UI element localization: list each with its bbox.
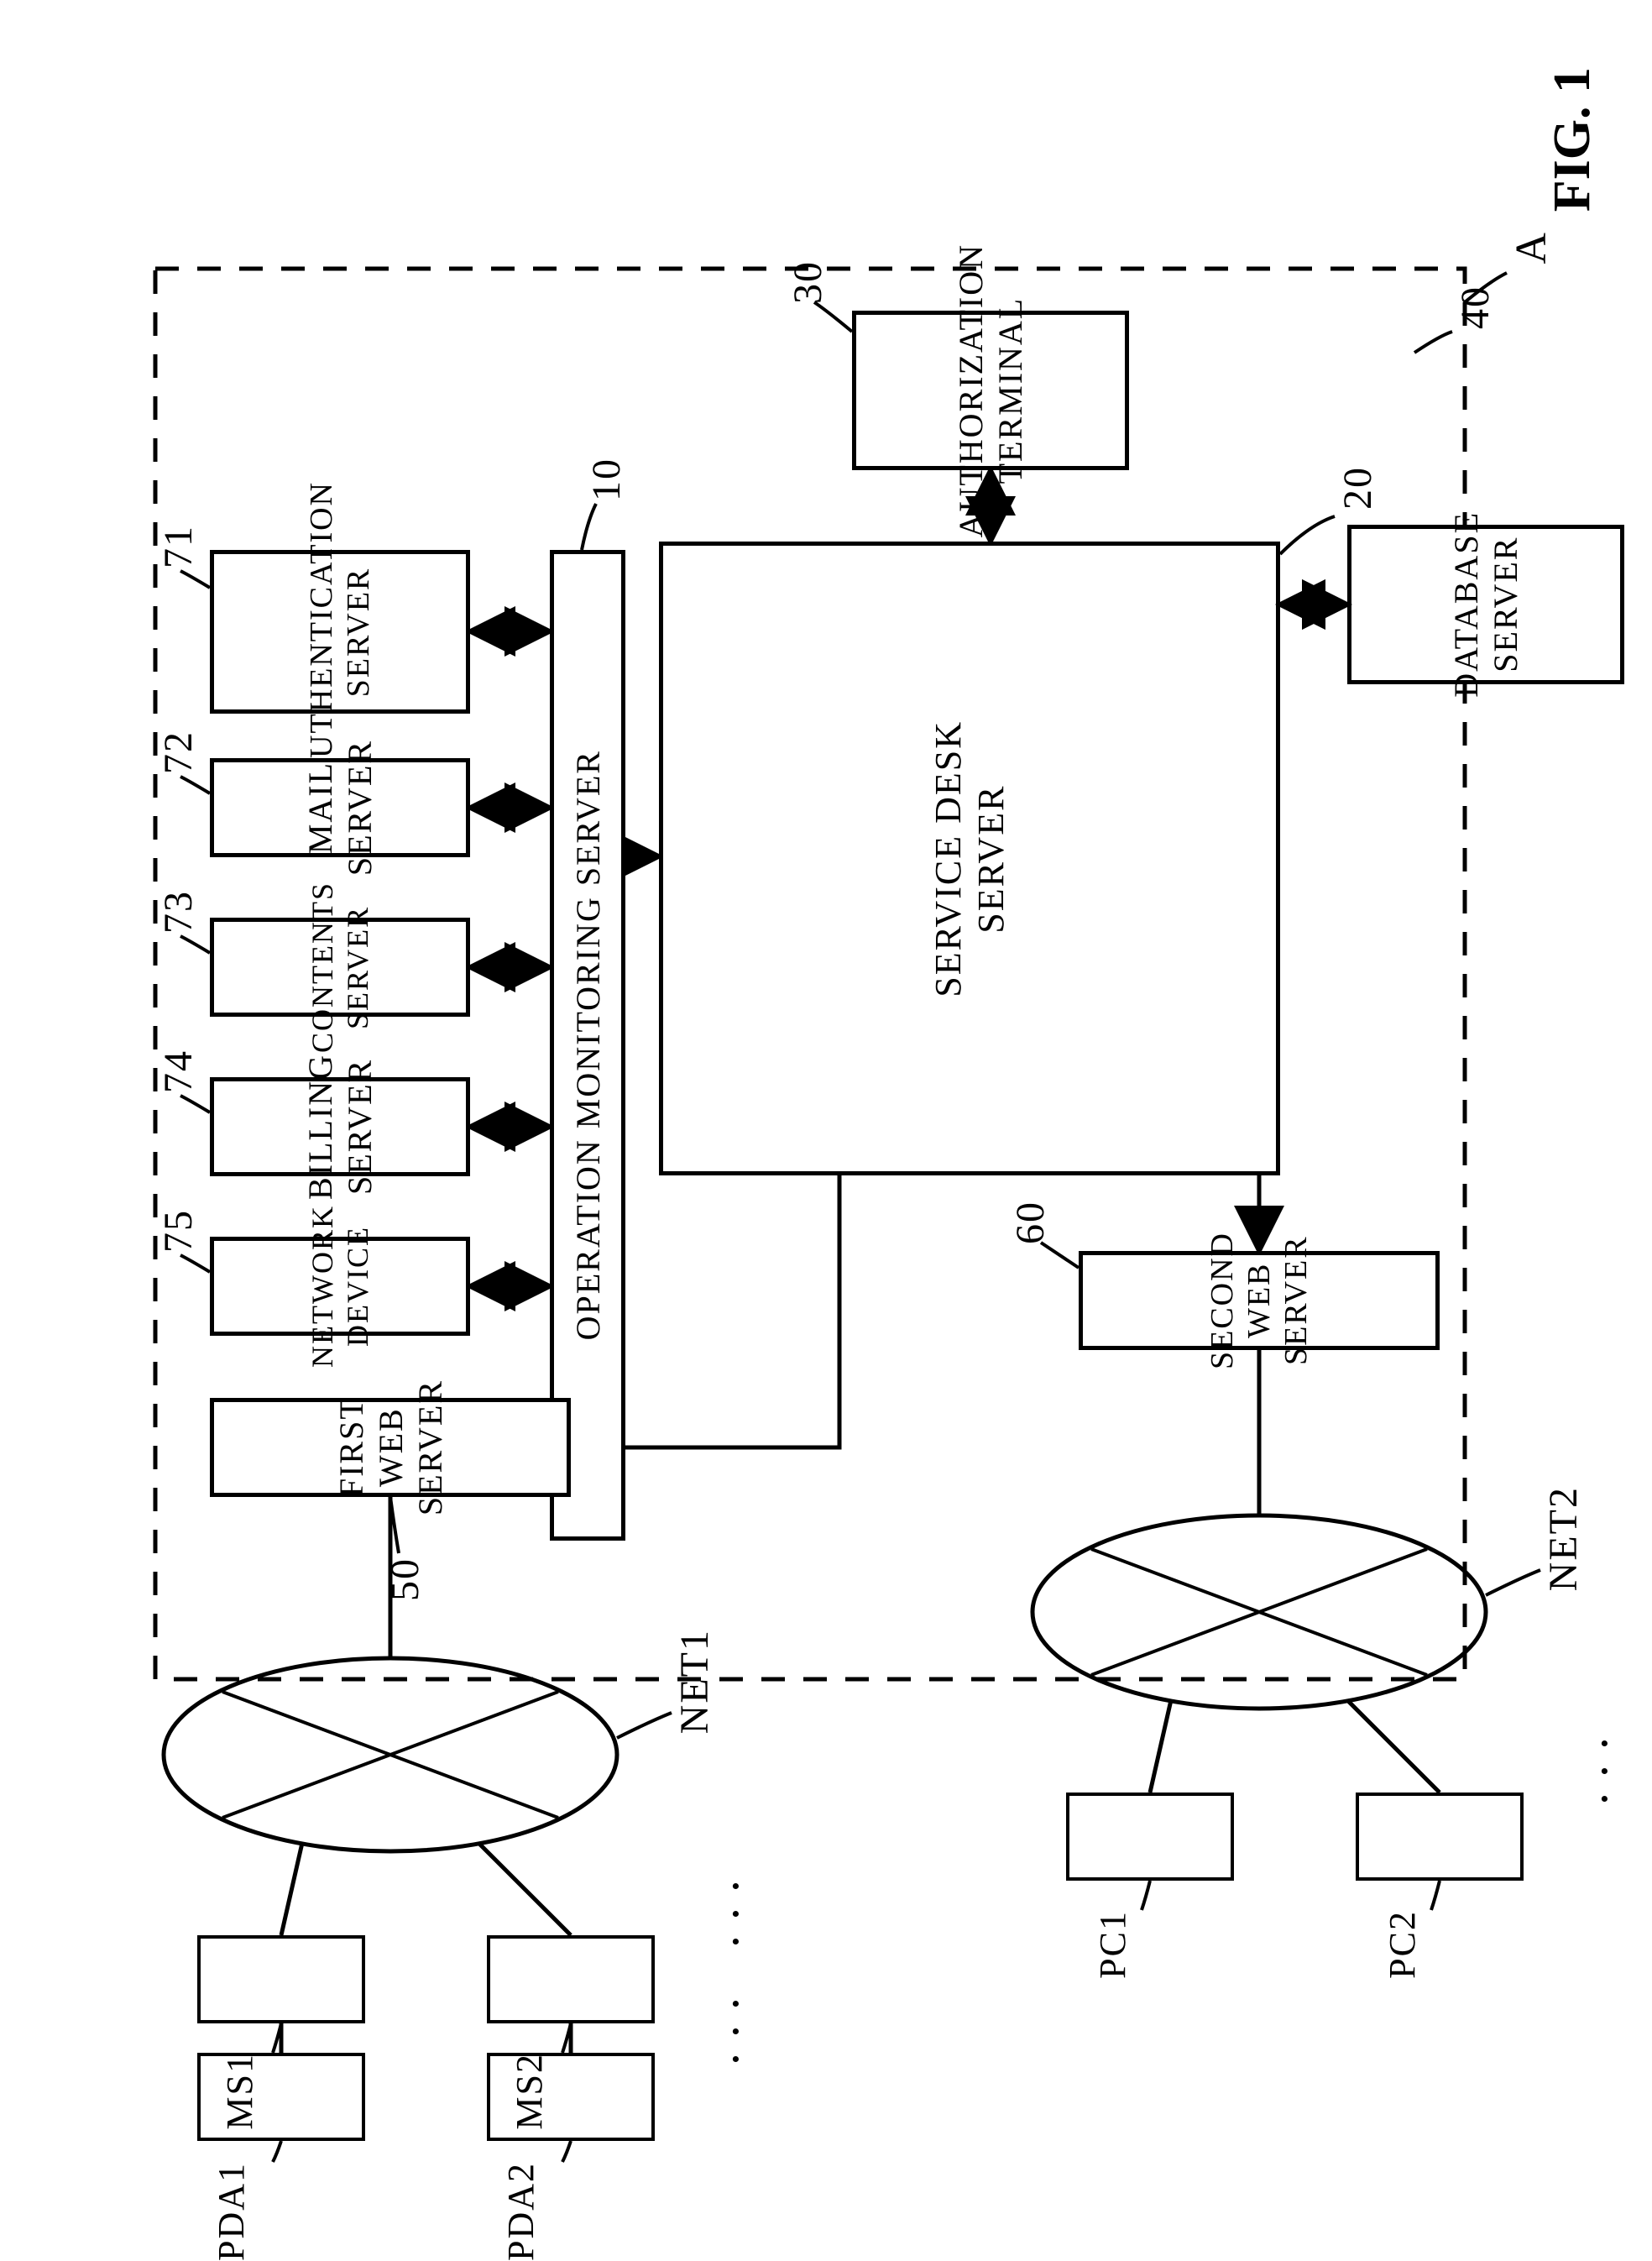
pda1-label: PDA1	[210, 2162, 253, 2261]
leader-73	[180, 936, 210, 953]
contents-server-box: CONTENTS SERVER	[210, 918, 470, 1017]
pc1-box	[1066, 1793, 1234, 1881]
leader-72	[180, 777, 210, 793]
pda2-label: PDA2	[499, 2162, 542, 2261]
billing-server-label: BILLING SERVER	[301, 1054, 379, 1200]
leader-60	[1041, 1243, 1079, 1268]
line-net1-ms2	[478, 1843, 571, 1935]
dots-pc2: ...	[1561, 1722, 1619, 1805]
mail-server-box: MAIL SERVER	[210, 758, 470, 857]
authentication-server-label: AUTHENTICATION SERVER	[303, 481, 377, 782]
first-web-server-box: FIRST WEB SERVER	[210, 1398, 571, 1497]
leader-pc1	[1142, 1881, 1150, 1910]
ref-A: A	[1507, 231, 1556, 264]
leader-75	[180, 1255, 210, 1272]
pc1-label: PC1	[1091, 1910, 1134, 1979]
line-net2-pc1	[1150, 1700, 1171, 1793]
ref-10: 10	[583, 458, 630, 501]
ref-30: 30	[785, 260, 831, 304]
ref-40: 40	[1452, 285, 1498, 329]
line-net2-pc2	[1347, 1700, 1440, 1793]
pc2-box	[1356, 1793, 1524, 1881]
ref-73: 73	[155, 890, 201, 934]
operation-monitoring-label: OPERATION MONITORING SERVER	[568, 750, 608, 1340]
authentication-server-box: AUTHENTICATION SERVER	[210, 550, 470, 714]
network-device-label: NETWORK DEVICE	[305, 1205, 375, 1368]
leader-30	[814, 302, 852, 332]
leader-pc2	[1431, 1881, 1440, 1910]
dots-pda2: ...	[693, 1982, 750, 2065]
ref-20: 20	[1335, 466, 1381, 510]
authorization-terminal-box: AUTHORIZATION TERMINAL	[852, 311, 1129, 470]
ref-71: 71	[155, 525, 201, 568]
ref-74: 74	[155, 1049, 201, 1093]
second-web-server-box: SECOND WEB SERVER	[1079, 1251, 1440, 1350]
pc2-label: PC2	[1381, 1910, 1424, 1979]
leader-20	[1280, 516, 1335, 554]
second-web-server-label: SECOND WEB SERVER	[1204, 1232, 1315, 1369]
dots-ms2: ...	[693, 1865, 750, 1948]
ms2-box	[487, 1935, 655, 2023]
ref-50: 50	[382, 1557, 428, 1601]
service-desk-box: SERVICE DESK SERVER	[659, 542, 1280, 1175]
ms2-label: MS2	[508, 2053, 551, 2130]
leader-10	[582, 504, 596, 550]
first-web-server-label: FIRST WEB SERVER	[332, 1379, 450, 1515]
ref-72: 72	[155, 730, 201, 774]
network-device-box: NETWORK DEVICE	[210, 1237, 470, 1336]
contents-server-label: CONTENTS SERVER	[305, 882, 375, 1053]
leader-pda2	[562, 2141, 571, 2162]
net1-label: NET1	[672, 1629, 718, 1734]
database-server-label: DATABASE SERVER	[1446, 511, 1525, 698]
line-net1-ms1	[281, 1843, 302, 1935]
leader-net2	[1486, 1570, 1540, 1595]
ms1-label: MS1	[218, 2053, 261, 2130]
mail-server-label: MAIL SERVER	[301, 740, 379, 876]
net2-label: NET2	[1540, 1486, 1587, 1591]
service-desk-label: SERVICE DESK SERVER	[927, 720, 1012, 997]
operation-monitoring-box: OPERATION MONITORING SERVER	[550, 550, 625, 1541]
ms1-box	[197, 1935, 365, 2023]
authorization-terminal-label: AUTHORIZATION TERMINAL	[951, 243, 1030, 537]
ref-75: 75	[155, 1209, 201, 1253]
ref-60: 60	[1007, 1201, 1053, 1244]
billing-server-box: BILLING SERVER	[210, 1077, 470, 1176]
leader-71	[180, 571, 210, 588]
leader-pda1	[273, 2141, 281, 2162]
leader-40	[1414, 332, 1452, 353]
database-server-box: DATABASE SERVER	[1347, 525, 1624, 684]
leader-net1	[617, 1713, 672, 1738]
leader-74	[180, 1096, 210, 1112]
